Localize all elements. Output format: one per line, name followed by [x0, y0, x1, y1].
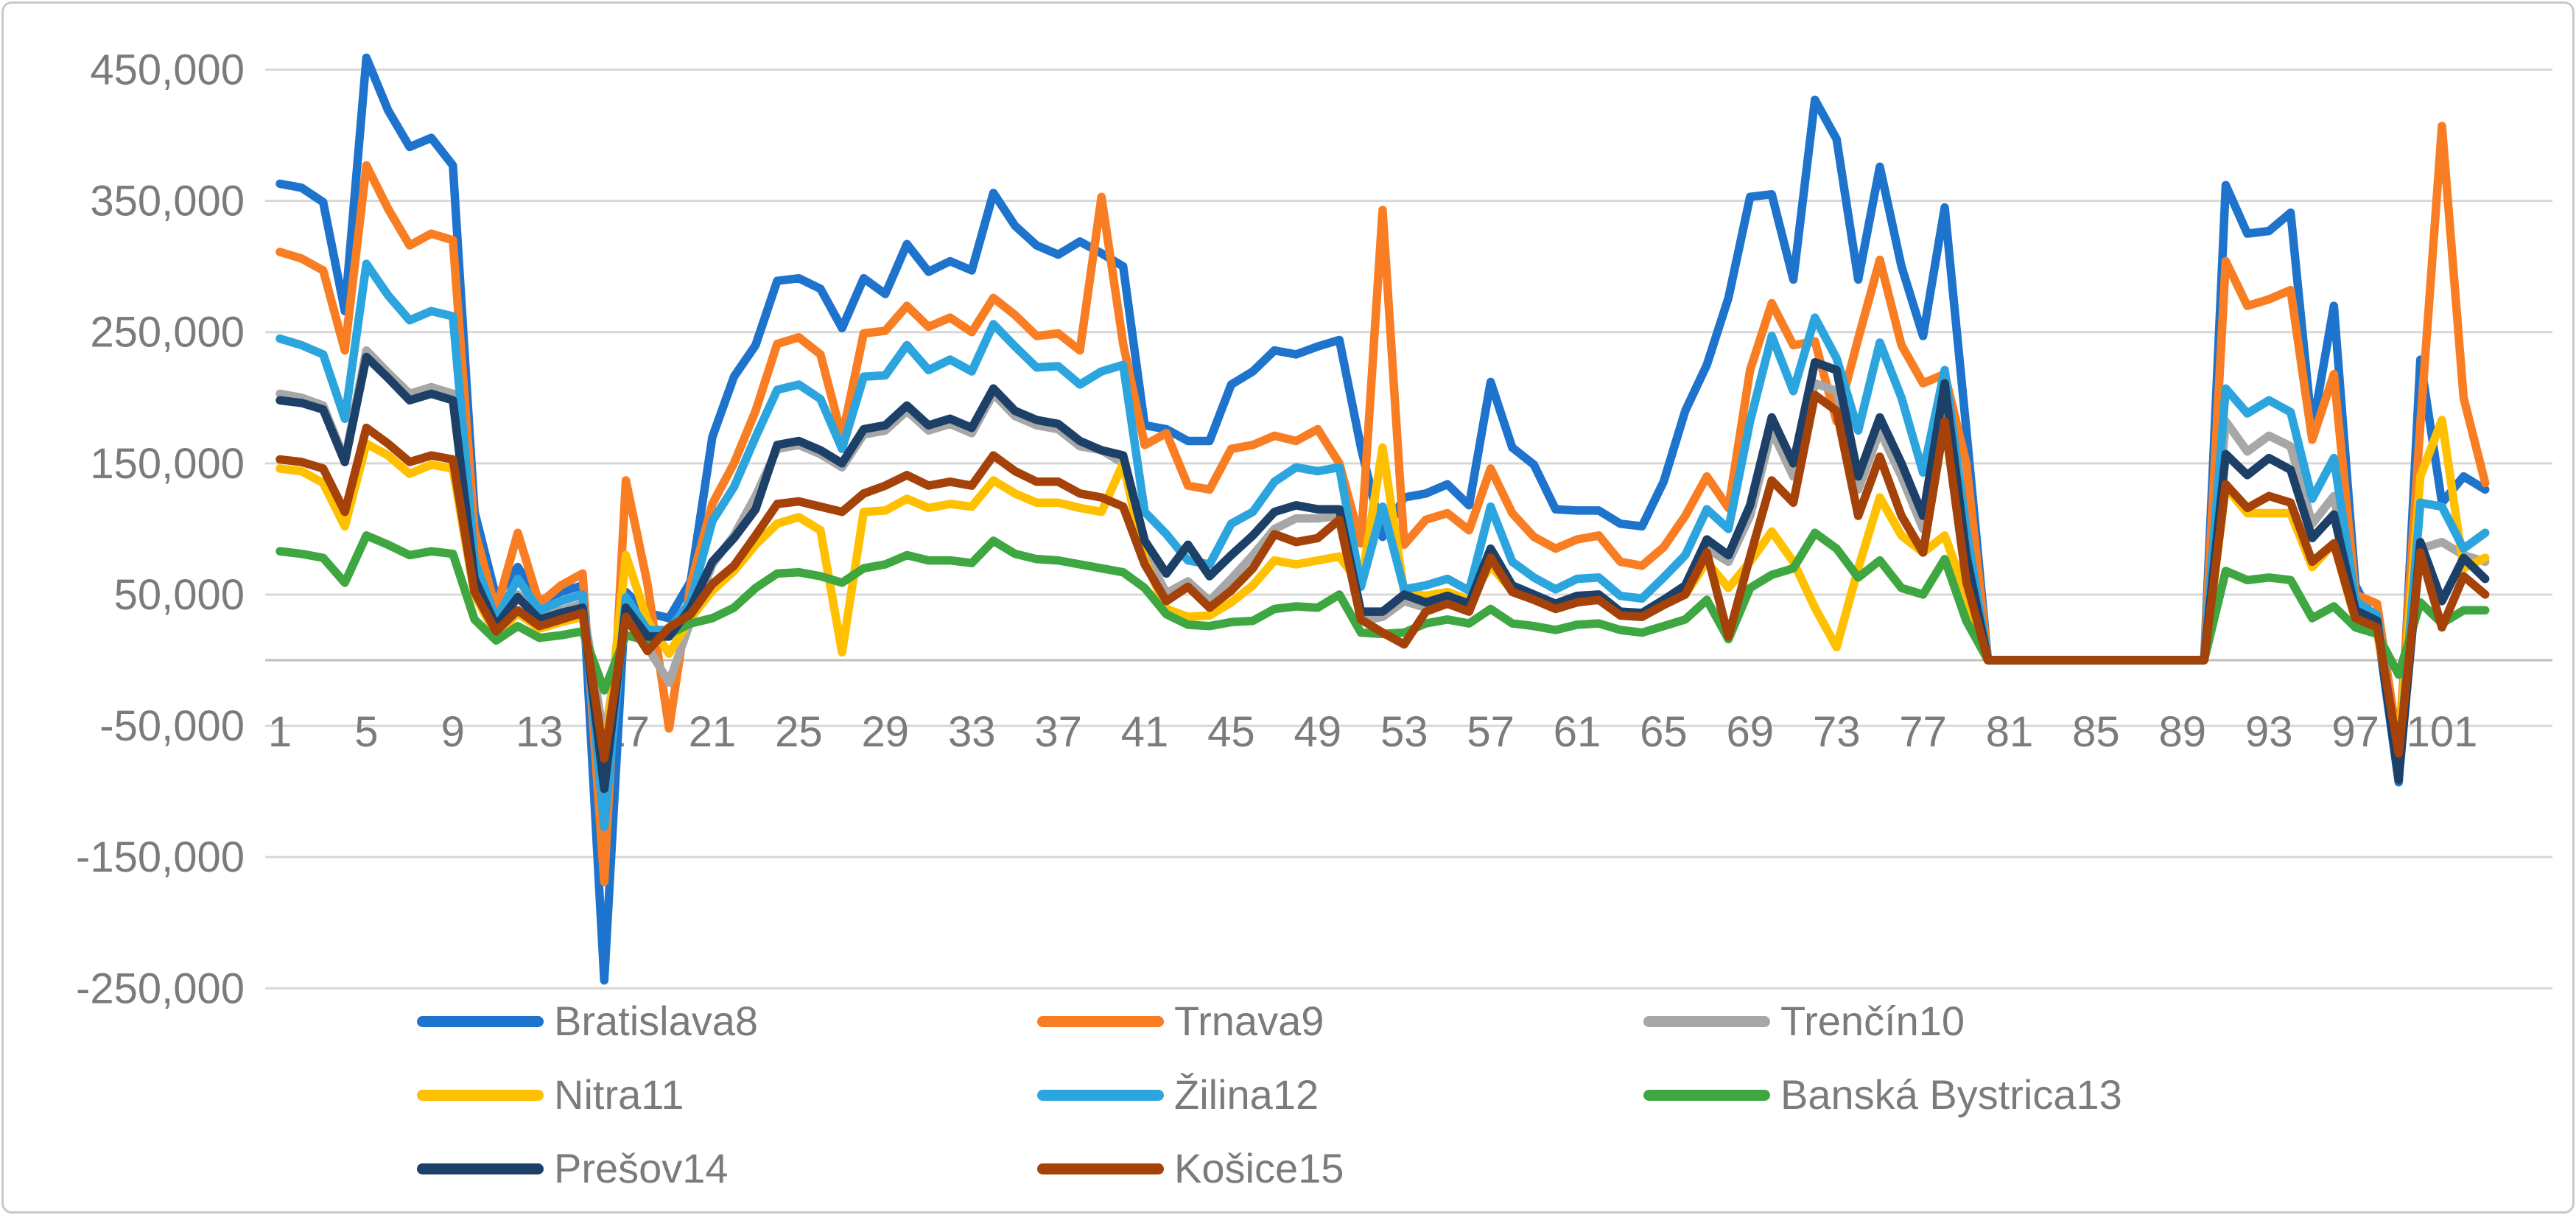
x-tick-label-45: 45: [1207, 708, 1255, 756]
x-tick-label-13: 13: [516, 708, 564, 756]
x-tick-label-69: 69: [1727, 708, 1775, 756]
series-lines: [276, 53, 2490, 985]
x-tick-label-1: 1: [268, 708, 292, 756]
x-tick-label-65: 65: [1640, 708, 1688, 756]
y-tick-label: 50,000: [114, 571, 245, 619]
x-tick-label-49: 49: [1294, 708, 1342, 756]
x-tick-label-97: 97: [2331, 708, 2379, 756]
x-tick-label-81: 81: [1986, 708, 2034, 756]
y-tick-label: 450,000: [90, 46, 245, 94]
x-tick-label-5: 5: [354, 708, 378, 756]
x-tick-label-89: 89: [2159, 708, 2207, 756]
x-tick-label-57: 57: [1467, 708, 1515, 756]
x-tick-label-93: 93: [2245, 708, 2293, 756]
x-tick-label-85: 85: [2072, 708, 2120, 756]
y-tick-label: -150,000: [76, 833, 245, 881]
y-tick-label: -250,000: [76, 964, 245, 1012]
x-tick-label-101: 101: [2407, 708, 2478, 756]
x-tick-label-25: 25: [775, 708, 823, 756]
x-tick-label-37: 37: [1034, 708, 1082, 756]
x-tick-label-41: 41: [1121, 708, 1169, 756]
x-tick-label-77: 77: [1899, 708, 1947, 756]
y-tick-label: -50,000: [99, 702, 245, 750]
x-axis-labels: 1 5 9 13 17 21 25 29 33 37 41 45 49 53 57 61 65 69 73 77 81 8…: [268, 708, 2478, 756]
y-axis-labels: 450,000 350,000 250,000 150,000 50,000 -50,00…: [76, 46, 245, 1012]
y-tick-label: 350,000: [90, 178, 245, 225]
series-line-Košice15: [276, 391, 2490, 763]
x-tick-label-21: 21: [689, 708, 737, 756]
x-tick-label-29: 29: [862, 708, 910, 756]
x-tick-label-9: 9: [441, 708, 465, 756]
y-tick-label: 250,000: [90, 309, 245, 357]
x-tick-label-33: 33: [948, 708, 996, 756]
x-tick-label-73: 73: [1813, 708, 1861, 756]
x-tick-label-61: 61: [1554, 708, 1601, 756]
x-tick-label-53: 53: [1380, 708, 1428, 756]
y-tick-label: 150,000: [90, 440, 245, 488]
